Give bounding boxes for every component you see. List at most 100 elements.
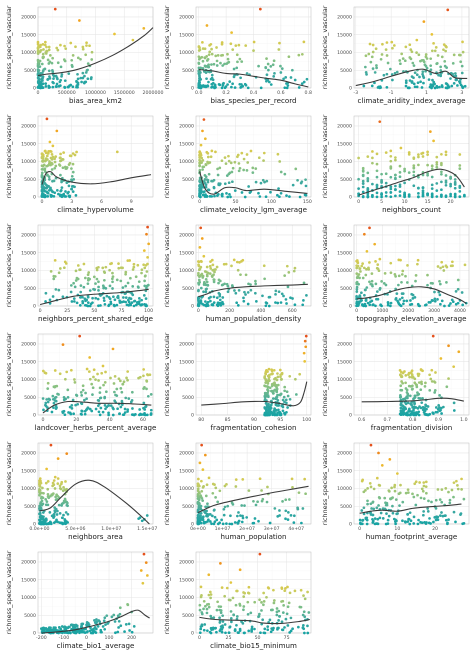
scatter-point — [381, 507, 385, 511]
scatter-point — [277, 618, 280, 622]
scatter-point — [110, 615, 114, 619]
scatter-point — [457, 53, 461, 57]
scatter-point — [240, 520, 244, 524]
y-tick-label: 15000 — [337, 359, 352, 365]
scatter-point — [223, 182, 227, 186]
x-tick-label: -200 — [36, 635, 47, 641]
scatter-point — [277, 609, 281, 613]
scatter-point — [56, 61, 60, 65]
scatter-point — [368, 280, 371, 284]
scatter-point — [234, 603, 238, 607]
x-tick-label: 75 — [119, 308, 125, 314]
x-axis-title: bias_species_per_record — [210, 96, 296, 105]
x-tick-label: 1 — [425, 90, 428, 96]
scatter-point — [423, 63, 427, 67]
scatter-point — [62, 513, 65, 517]
scatter-point — [279, 392, 283, 396]
scatter-point — [376, 263, 380, 266]
scatter-point — [426, 150, 429, 154]
scatter-point — [216, 167, 219, 171]
scatter-point — [368, 482, 372, 485]
y-tick-label: 15000 — [21, 32, 36, 38]
scatter-point — [223, 282, 226, 286]
scatter-point — [115, 303, 119, 307]
scatter-point — [402, 299, 406, 303]
y-tick-label: 15000 — [21, 250, 36, 256]
scatter-point — [286, 624, 290, 627]
scatter-point — [97, 304, 100, 308]
scatter-point — [123, 630, 126, 633]
x-tick-label: 2e+07 — [239, 526, 255, 532]
scatter-point — [259, 181, 263, 185]
scatter-point — [254, 503, 258, 507]
scatter-point — [304, 178, 307, 182]
scatter-point — [48, 178, 51, 181]
scatter-point — [376, 517, 380, 521]
scatter-point — [224, 162, 228, 165]
x-tick-label: 0 — [197, 308, 200, 314]
y-tick-label: 15000 — [179, 359, 194, 365]
scatter-point — [74, 623, 78, 627]
x-tick-label: 4000 — [454, 308, 466, 314]
x-axis-title: neighbors_area — [68, 532, 123, 541]
scatter-point — [51, 155, 55, 159]
scatter-point — [360, 291, 363, 295]
scatter-point — [378, 257, 382, 261]
scatter-point — [40, 495, 43, 499]
scatter-point — [59, 189, 63, 192]
scatter-point — [404, 373, 408, 377]
scatter-point — [267, 402, 270, 406]
scatter-point — [207, 172, 211, 176]
scatter-point — [445, 280, 448, 284]
scatter-point — [463, 263, 467, 267]
scatter-point — [41, 486, 44, 490]
scatter-point — [430, 368, 434, 372]
scatter-point — [130, 413, 134, 416]
scatter-point — [269, 83, 273, 86]
scatter-point — [417, 153, 420, 156]
scatter-point — [250, 625, 254, 629]
y-tick-label: 0 — [33, 631, 36, 637]
scatter-point — [202, 599, 206, 603]
scatter-point — [214, 496, 217, 499]
scatter-point — [279, 375, 282, 379]
scatter-point — [56, 457, 60, 460]
scatter-point — [398, 491, 402, 495]
x-axis-title: topography_elevation_average — [357, 314, 467, 323]
scatter-point — [247, 185, 250, 188]
scatter-points — [355, 226, 468, 308]
scatter-point — [365, 286, 369, 289]
scatter-point — [372, 487, 376, 491]
scatter-point — [398, 504, 401, 507]
y-tick-label: 5000 — [182, 286, 194, 292]
scatter-point — [36, 64, 40, 68]
scatter-point — [62, 151, 65, 154]
scatter-point — [370, 272, 374, 275]
scatter-point — [405, 299, 409, 303]
scatter-point — [375, 522, 379, 525]
scatter-point — [378, 120, 382, 124]
scatter-point — [113, 374, 117, 378]
scatter-point — [101, 284, 105, 288]
scatter-point — [43, 167, 47, 171]
scatter-point — [88, 304, 92, 308]
scatter-point — [78, 303, 82, 307]
scatter-point — [458, 167, 462, 170]
scatter-point — [375, 195, 379, 199]
y-tick-label: 0 — [191, 522, 194, 528]
scatter-point — [304, 184, 308, 188]
scatter-point — [403, 169, 406, 173]
x-tick-label: 2000000 — [143, 90, 164, 96]
scatter-point — [94, 296, 98, 300]
x-tick-label: 50 — [233, 199, 239, 205]
scatter-point — [291, 485, 294, 489]
scatter-point — [422, 484, 426, 488]
scatter-point — [384, 172, 388, 176]
scatter-point — [444, 183, 448, 187]
y-axis-title: richness_species_vascular — [163, 550, 171, 634]
y-tick-label: 10000 — [179, 377, 194, 383]
scatter-point — [207, 476, 211, 480]
scatter-point — [200, 479, 203, 483]
scatter-point — [108, 284, 112, 288]
